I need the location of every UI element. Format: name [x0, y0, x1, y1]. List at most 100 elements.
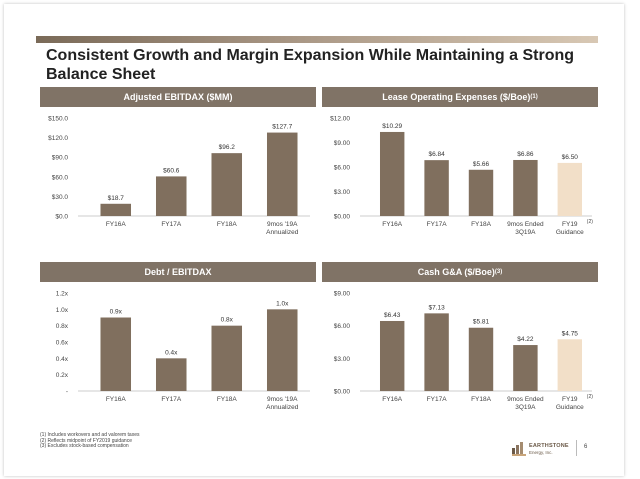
bar — [379, 131, 405, 216]
x-tick-label: FY18A — [217, 396, 238, 403]
x-tick-label: FY18A — [217, 221, 238, 228]
y-tick-label: 0.8x — [56, 323, 69, 330]
y-tick-label: $9.00 — [334, 140, 351, 147]
y-tick-label: 0.2x — [56, 372, 69, 379]
x-tick-label: FY17A — [161, 221, 182, 228]
x-tick-label: 9mos Ended — [507, 396, 544, 403]
debt-ebitdax-chart: - 0.2x 0.4x 0.6x 0.8x 1.0x 1.2x 0.9x FY16A 0.4x FY… — [56, 291, 310, 411]
x-tick-label: 3Q19A — [515, 404, 536, 411]
x-tick-label: 9mos '19A — [267, 396, 298, 403]
x-tick-label: 9mos '19A — [267, 221, 298, 228]
x-tick-note: (2) — [587, 219, 593, 225]
x-tick-label: FY17A — [161, 396, 182, 403]
panel-title-ebitdax: Adjusted EBITDAX ($MM) — [123, 92, 233, 102]
data-label: $4.75 — [562, 330, 579, 337]
y-tick-label: $9.00 — [334, 291, 351, 298]
y-tick-label: 1.0x — [56, 307, 69, 314]
panel-header-loe: Lease Operating Expenses ($/Boe) (1) — [322, 87, 598, 107]
data-label: 0.4x — [165, 349, 178, 356]
y-tick-label: $90.0 — [52, 155, 69, 162]
bar — [100, 317, 132, 391]
bar — [266, 309, 298, 391]
bar — [513, 345, 538, 391]
panel-sup-ga: (3) — [494, 269, 503, 275]
logo-name: EARTHSTONE — [529, 443, 569, 449]
x-tick-label: FY18A — [471, 221, 492, 228]
panel-title-ga: Cash G&A ($/Boe) — [417, 267, 495, 277]
data-label: $6.43 — [384, 312, 401, 319]
loe-chart: $0.00 $3.00 $6.00 $9.00 $12.00 $10.29 FY16A $6.… — [330, 116, 593, 237]
bar — [424, 313, 449, 391]
slide-title: Consistent Growth and Margin Expansion W… — [46, 47, 575, 83]
panel-sup-loe: (1) — [530, 94, 538, 100]
x-tick-label: 3Q19A — [515, 229, 536, 236]
bar — [557, 339, 583, 391]
data-label: $10.29 — [382, 123, 402, 130]
footer-divider — [576, 440, 577, 456]
data-label: $127.7 — [272, 124, 292, 131]
bar — [211, 153, 243, 216]
logo-mark-icon — [512, 442, 526, 456]
data-label: $4.22 — [517, 336, 534, 343]
footnote-2: (2) Reflects midpoint of FY2019 guidance — [40, 437, 132, 444]
x-tick-label: FY18A — [471, 396, 492, 403]
y-tick-label: $0.00 — [334, 389, 351, 396]
y-tick-label: $3.00 — [334, 189, 351, 196]
bar — [211, 325, 243, 391]
bar — [468, 169, 494, 216]
x-tick-label: FY16A — [382, 221, 403, 228]
x-tick-label: FY17A — [427, 221, 448, 228]
x-tick-label: Guidance — [556, 404, 584, 411]
panel-title-loe: Lease Operating Expenses ($/Boe) — [382, 92, 531, 102]
x-tick-label: Annualized — [266, 229, 299, 236]
x-tick-label: FY19 — [562, 221, 578, 228]
panel-header-ebitdax: Adjusted EBITDAX ($MM) — [40, 87, 316, 107]
footnotes: (1) Includes workovers and ad valorem ta… — [40, 432, 140, 450]
y-tick-label: - — [66, 389, 68, 396]
bar — [100, 203, 132, 216]
bar — [424, 160, 449, 216]
y-tick-label: 0.6x — [56, 340, 69, 347]
data-label: $96.2 — [219, 144, 236, 151]
bar — [468, 327, 494, 391]
top-accent-bar — [36, 36, 598, 43]
y-tick-label: $0.0 — [55, 214, 68, 221]
x-tick-label: FY16A — [106, 221, 127, 228]
data-label: $5.66 — [473, 161, 490, 168]
y-tick-label: $30.0 — [52, 194, 69, 201]
footnote-3: (3) Excludes stock-based compensation — [40, 443, 129, 449]
y-tick-label: $120.0 — [48, 135, 68, 142]
x-tick-label: Annualized — [266, 404, 299, 411]
x-tick-label: FY17A — [427, 396, 448, 403]
y-tick-label: 0.4x — [56, 356, 69, 363]
earthstone-logo: EARTHSTONE Energy, Inc. — [512, 440, 582, 460]
data-label: 1.0x — [276, 300, 289, 307]
data-label: $7.13 — [428, 304, 445, 311]
cash-ga-chart: $0.00 $3.00 $6.00 $9.00 $6.43 FY16A $7.13 FY17A… — [334, 291, 594, 412]
panel-header-ga: Cash G&A ($/Boe) (3) — [322, 262, 598, 282]
data-label: $6.86 — [517, 151, 534, 158]
slide — [4, 4, 624, 476]
page-number: 6 — [584, 444, 588, 450]
data-label: $6.50 — [562, 154, 579, 161]
y-tick-label: $3.00 — [334, 356, 351, 363]
x-tick-label: FY19 — [562, 396, 578, 403]
bar — [557, 162, 583, 216]
footnote-1: (1) Includes workovers and ad valorem ta… — [40, 432, 140, 438]
y-tick-label: $60.0 — [52, 174, 69, 181]
logo-subtitle: Energy, Inc. — [529, 450, 553, 455]
bar — [513, 159, 538, 216]
data-label: 0.8x — [221, 317, 234, 324]
y-tick-label: $6.00 — [334, 323, 351, 330]
y-tick-label: $0.00 — [334, 214, 351, 221]
data-label: $5.81 — [473, 319, 490, 326]
data-label: 0.9x — [110, 309, 123, 316]
data-label: $60.6 — [163, 167, 180, 174]
x-tick-label: Guidance — [556, 229, 584, 236]
bar — [266, 132, 298, 216]
panel-title-debt: Debt / EBITDAX — [144, 267, 212, 277]
x-tick-note: (2) — [587, 394, 593, 400]
panel-header-debt: Debt / EBITDAX — [40, 262, 316, 282]
y-tick-label: $12.00 — [330, 116, 350, 123]
x-tick-label: 9mos Ended — [507, 221, 544, 228]
